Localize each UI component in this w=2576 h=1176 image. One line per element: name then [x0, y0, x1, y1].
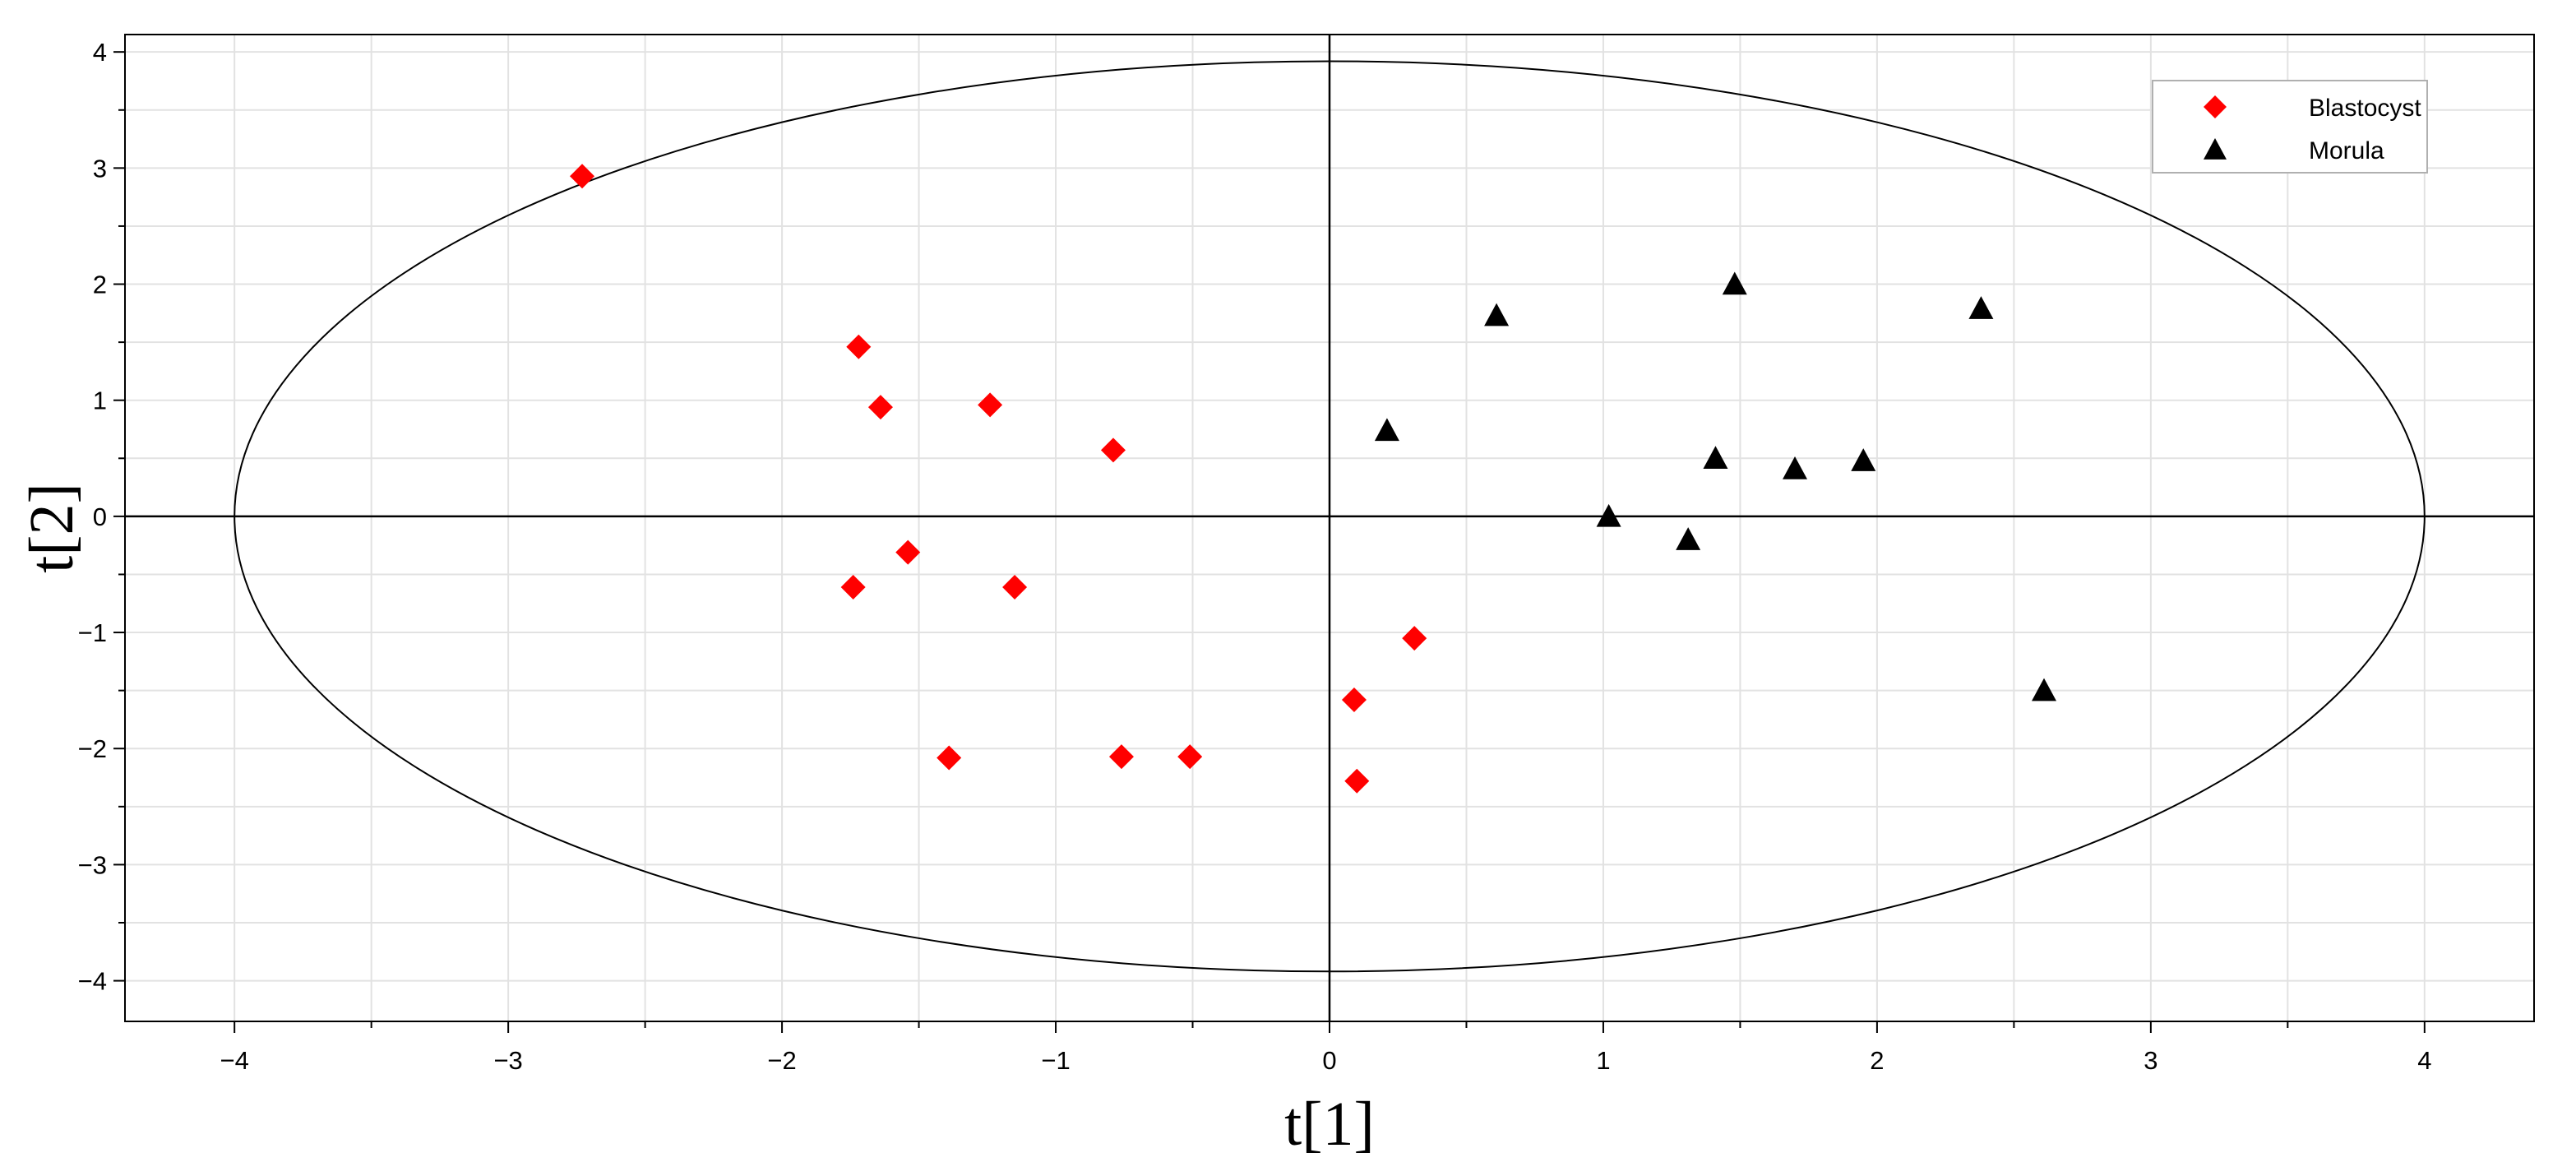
y-tick-label: 3 — [93, 154, 107, 183]
x-tick-label: 4 — [2417, 1046, 2431, 1075]
morula-point — [1851, 448, 1876, 471]
y-tick-label: 1 — [93, 387, 107, 415]
morula-point — [1968, 296, 1994, 319]
confidence-ellipse-layer — [234, 60, 2426, 973]
x-tick-label: −3 — [493, 1046, 522, 1075]
blastocyst-point — [840, 575, 866, 600]
y-tick-label: −3 — [78, 850, 107, 879]
blastocyst-point — [570, 164, 595, 189]
legend: Blastocyst Morula — [2152, 80, 2428, 174]
y-tick-label: −2 — [78, 734, 107, 763]
blastocyst-point — [1108, 744, 1134, 770]
blastocyst-point — [1177, 744, 1203, 770]
x-tick-label: 2 — [1870, 1046, 1884, 1075]
axes-layer — [113, 34, 2535, 1033]
legend-blastocyst-marker — [2204, 95, 2227, 118]
morula-point — [1722, 271, 1747, 295]
y-axis-title: t[2] — [17, 483, 86, 573]
y-tick-label: 2 — [93, 271, 107, 299]
blastocyst-point — [867, 395, 893, 420]
blastocyst-point — [846, 334, 872, 359]
blastocyst-point — [1402, 626, 1427, 651]
y-tick-label: 0 — [93, 502, 107, 531]
blastocyst-point — [895, 539, 921, 565]
legend-items: Blastocyst Morula — [2204, 95, 2421, 164]
x-tick-label: −4 — [220, 1046, 249, 1075]
points-layer — [570, 164, 2057, 794]
blastocyst-point — [1002, 575, 1028, 600]
blastocyst-point — [978, 392, 1003, 418]
morula-point — [1703, 446, 1728, 470]
morula-point — [2032, 678, 2057, 701]
morula-point — [1676, 527, 1701, 550]
x-tick-label: −2 — [767, 1046, 796, 1075]
x-tick-label: 3 — [2144, 1046, 2157, 1075]
legend-morula-label: Morula — [2309, 137, 2384, 164]
x-tick-label: 1 — [1596, 1046, 1610, 1075]
hotelling-ellipse — [234, 60, 2426, 973]
blastocyst-point — [1341, 687, 1367, 712]
y-tick-label: −4 — [78, 967, 107, 996]
legend-blastocyst-label: Blastocyst — [2309, 95, 2421, 122]
x-axis-title: t[1] — [1284, 1090, 1375, 1159]
x-tick-label: −1 — [1041, 1046, 1070, 1075]
morula-point — [1596, 503, 1621, 527]
y-tick-label: −1 — [78, 618, 107, 647]
y-tick-label: 4 — [93, 38, 107, 67]
blastocyst-point — [1100, 438, 1126, 463]
x-tick-label: 0 — [1322, 1046, 1336, 1075]
legend-box — [2152, 80, 2428, 174]
blastocyst-point — [1344, 768, 1370, 794]
morula-point — [1484, 303, 1510, 326]
legend-morula-marker — [2204, 138, 2227, 160]
morula-point — [1783, 456, 1808, 479]
blastocyst-point — [937, 745, 962, 771]
tick-labels-layer: −4 −3 −2 −1 0 1 2 3 4 −4 −3 −2 −1 0 1 2 3 4 — [78, 38, 2432, 1075]
morula-point — [1374, 418, 1399, 442]
